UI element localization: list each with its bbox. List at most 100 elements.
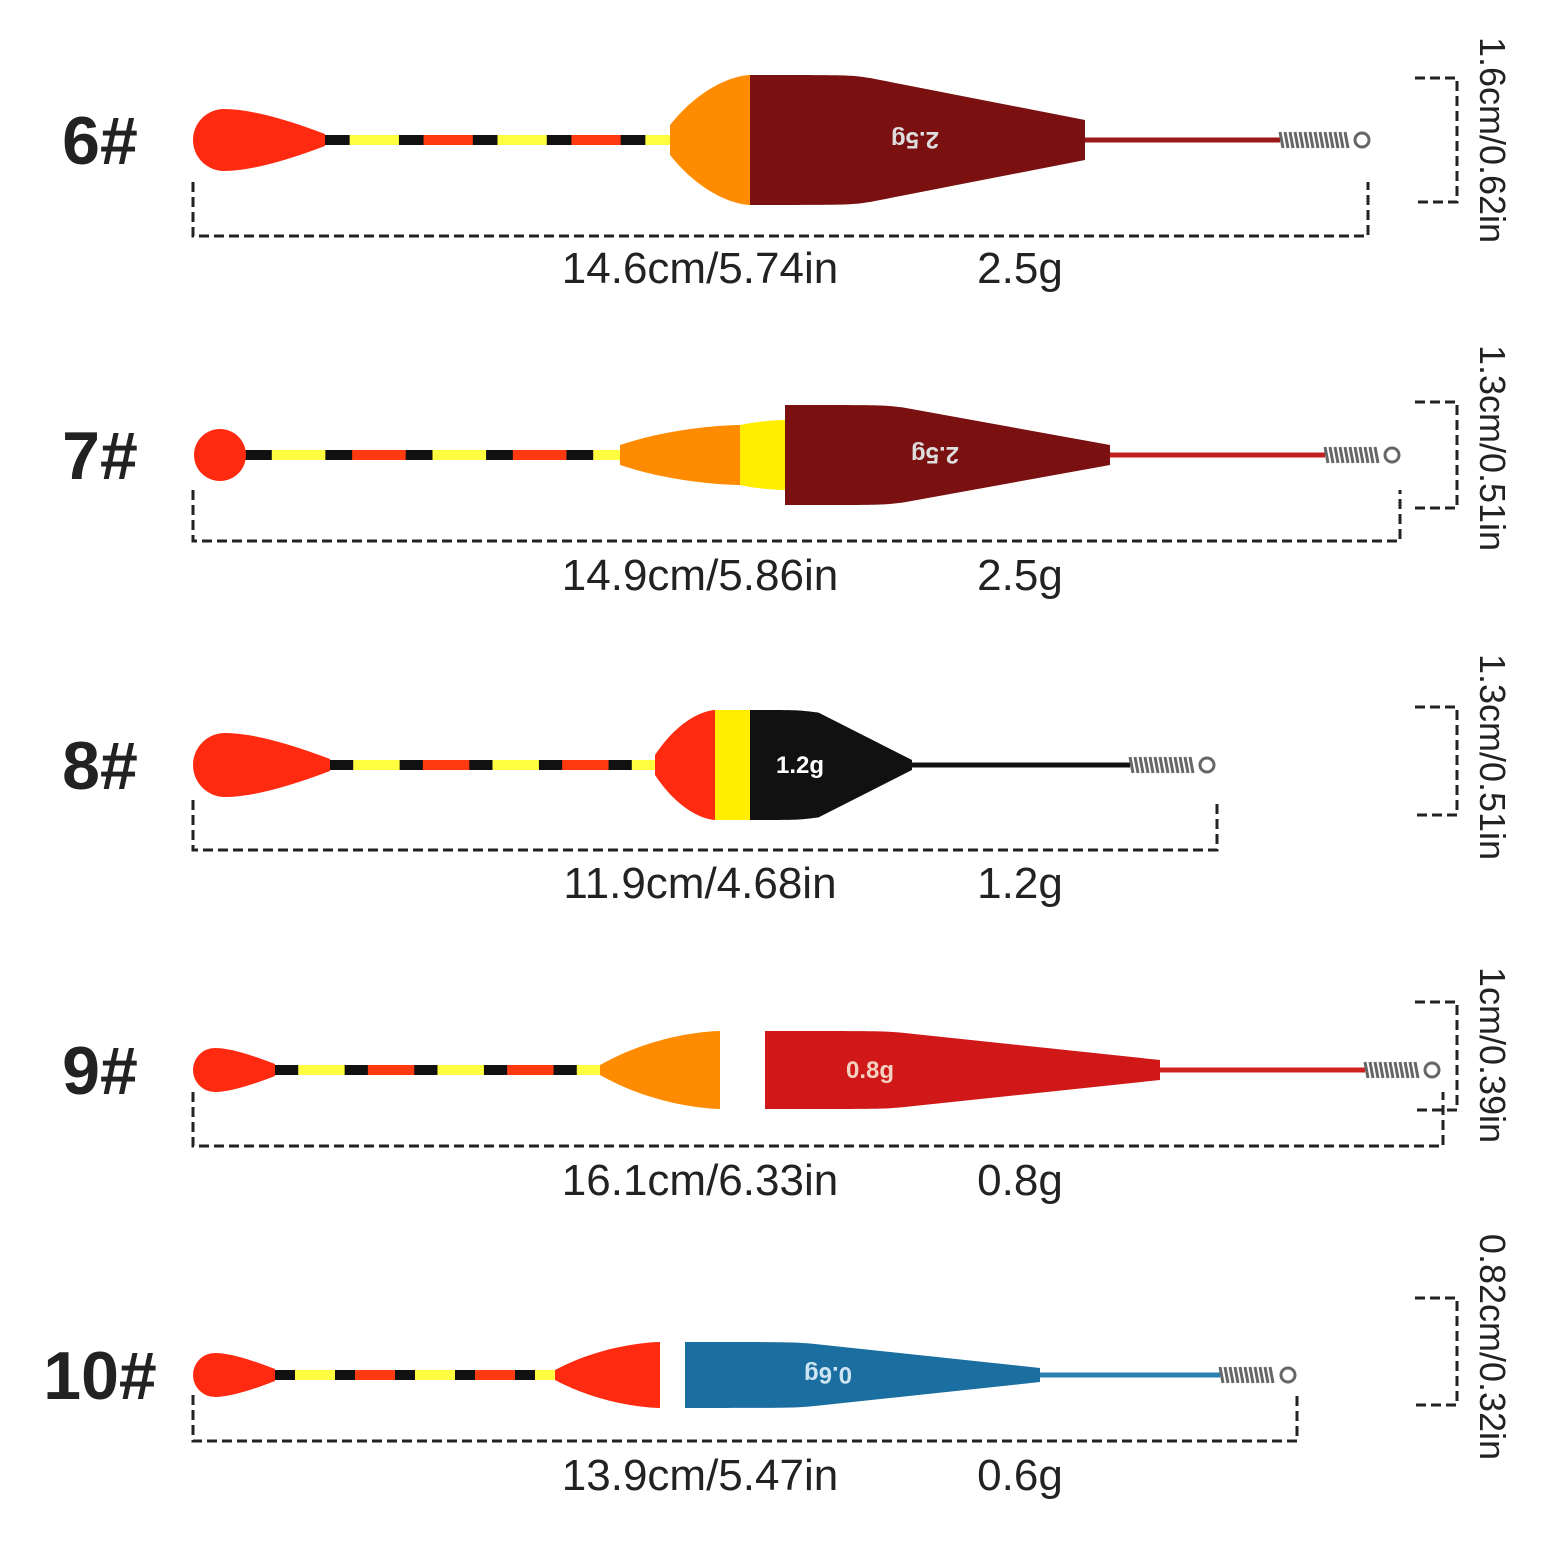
diameter-label: 1.3cm/0.51in — [1472, 345, 1513, 551]
spring — [1283, 131, 1290, 149]
spring — [1318, 131, 1325, 149]
weight-label: 2.5g — [977, 551, 1063, 600]
stem-stripe — [298, 450, 327, 460]
stem-stripe — [483, 1065, 509, 1075]
spring — [1173, 756, 1180, 774]
spring — [1158, 756, 1165, 774]
tip — [193, 1048, 275, 1092]
float: 8# 1.2g 11.9cm/4.68in 1.2g 1.3cm/0.51in — [62, 654, 1513, 908]
stem-stripe — [546, 135, 573, 145]
weight-label: 0.6g — [977, 1451, 1063, 1500]
stem-stripe — [553, 1065, 578, 1075]
stem-stripe — [395, 1370, 416, 1380]
stem-stripe — [367, 1065, 393, 1075]
body — [765, 1031, 1160, 1109]
head — [600, 1031, 720, 1109]
spring — [1138, 756, 1145, 774]
spring — [1218, 1366, 1225, 1384]
diameter-label: 1.3cm/0.51in — [1472, 654, 1513, 860]
stem-stripe — [492, 760, 517, 770]
spring — [1338, 131, 1345, 149]
spring — [1233, 1366, 1240, 1384]
stem-stripe — [271, 450, 300, 460]
spring — [1358, 446, 1365, 464]
eye — [1198, 756, 1216, 774]
stem-stripe — [515, 760, 540, 770]
stem-stripe — [512, 450, 541, 460]
stem-stripe — [448, 135, 474, 145]
spring — [1328, 446, 1335, 464]
stem-stripe — [495, 1370, 516, 1380]
diameter-label: 0.82cm/0.32in — [1472, 1234, 1513, 1460]
stem-stripe — [522, 135, 548, 145]
spring — [1228, 1366, 1235, 1384]
spring — [1258, 1366, 1265, 1384]
stem-stripe — [275, 1370, 296, 1380]
spring — [1253, 1366, 1260, 1384]
stem-stripe — [432, 450, 461, 460]
spring — [1343, 446, 1350, 464]
stem-stripe — [414, 1065, 439, 1075]
spring — [1363, 446, 1370, 464]
head — [655, 710, 715, 820]
spring — [1303, 131, 1310, 149]
size-label: 9# — [62, 1033, 138, 1109]
diameter-bracket — [1415, 705, 1459, 817]
spring — [1288, 131, 1295, 149]
stem-stripe — [349, 135, 376, 145]
stem-stripe — [399, 760, 424, 770]
head — [720, 1031, 765, 1109]
spring — [1188, 756, 1195, 774]
stem-stripe — [446, 760, 471, 770]
tip — [193, 733, 330, 797]
body — [685, 1342, 1040, 1408]
body-label: 1.2g — [776, 752, 824, 779]
spring — [1293, 131, 1300, 149]
spring — [1278, 131, 1285, 149]
tip — [193, 1353, 275, 1397]
spring — [1263, 1366, 1270, 1384]
stem-stripe — [576, 1065, 601, 1075]
spring — [1333, 446, 1340, 464]
spring — [1353, 446, 1360, 464]
float: 7# 2.5g 14.9cm/5.86in 2.5g 1.3cm/0.51in — [62, 345, 1513, 600]
spring — [1178, 756, 1185, 774]
spring — [1403, 1061, 1410, 1079]
weight-label: 1.2g — [977, 859, 1063, 908]
size-label: 8# — [62, 728, 138, 804]
head — [740, 420, 785, 490]
spring — [1308, 131, 1315, 149]
tip — [193, 109, 325, 171]
eye — [1423, 1061, 1441, 1079]
spring — [1133, 756, 1140, 774]
diameter-bracket — [1415, 1000, 1459, 1112]
stem-stripe — [355, 1370, 376, 1380]
spring — [1128, 756, 1135, 774]
stem-stripe — [562, 760, 587, 770]
spring — [1368, 446, 1375, 464]
spring — [1408, 1061, 1415, 1079]
head — [660, 1342, 685, 1408]
spring — [1238, 1366, 1245, 1384]
spring — [1168, 756, 1175, 774]
spring — [1143, 756, 1150, 774]
diameter-label: 1.6cm/0.62in — [1472, 37, 1513, 243]
stem-stripe — [620, 135, 647, 145]
stem-stripe — [398, 135, 425, 145]
spring — [1398, 1061, 1405, 1079]
spring — [1183, 756, 1190, 774]
float: 10# 0.6g 13.9cm/5.47in 0.6g 0.82cm/0.32in — [43, 1234, 1513, 1500]
stem-stripe — [585, 760, 610, 770]
stem-stripe — [376, 760, 401, 770]
diameter-bracket — [1415, 1296, 1459, 1407]
spring — [1248, 1366, 1255, 1384]
eye — [1353, 131, 1371, 149]
spring — [1323, 446, 1330, 464]
head — [670, 75, 750, 205]
diameter-label: 1cm/0.39in — [1472, 967, 1513, 1143]
stem-stripe — [325, 450, 354, 460]
float: 9# 0.8g 16.1cm/6.33in 0.8g 1cm/0.39in — [62, 967, 1513, 1205]
head — [555, 1342, 660, 1408]
stem-stripe — [405, 450, 434, 460]
spring — [1388, 1061, 1395, 1079]
